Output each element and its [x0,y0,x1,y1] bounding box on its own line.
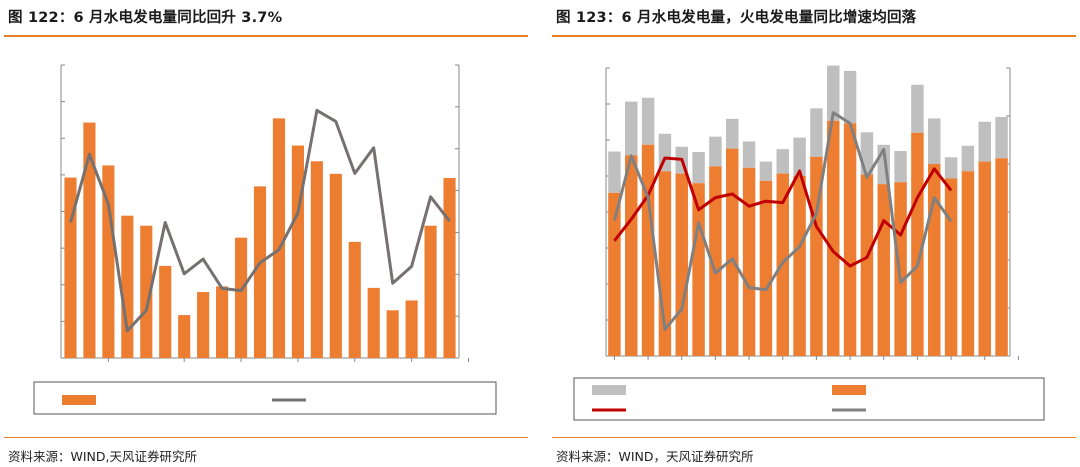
legend-swatch [62,395,96,405]
bar-hydropower [253,186,267,358]
bar-hydropower [928,118,941,164]
bar-thermal [995,158,1008,356]
bar-hydropower [911,84,924,133]
title-rule [552,35,1076,37]
chart-panel-hydropower: 图 122：6 月水电发电量同比回升 3.7% 资料来源：WIND,天风证券研究… [0,0,532,467]
legend-swatch [832,385,866,395]
bar-hydropower [692,152,705,184]
bar-hydropower [178,315,191,358]
bar-hydropower [197,292,210,358]
bar-hydropower [843,70,857,124]
bar-hydropower [83,122,96,358]
bar-hydropower [424,225,437,358]
bar-hydropower [709,136,722,167]
bar-hydropower [367,287,380,358]
legend-box [573,377,1045,421]
line-hydropower-yoy [69,108,451,333]
bar-hydropower [608,151,621,193]
footer-rule [4,437,528,438]
bar-hydropower [793,137,806,176]
hydro-thermal-chart [573,65,1045,421]
legend-swatch [592,385,626,395]
title-rule [4,35,528,37]
bar-hydropower [121,215,134,358]
bar-hydropower [348,241,361,358]
bar-thermal [944,178,958,356]
bar-hydropower [759,161,773,181]
source-note: 资料来源：WIND,天风证券研究所 [8,449,197,464]
bar-hydropower [329,173,342,358]
bar-thermal [709,166,722,356]
bar-hydropower [291,145,304,358]
bar-thermal [810,156,823,356]
bar-hydropower [995,116,1008,159]
bar-hydropower [641,97,655,145]
bar-hydropower [386,310,399,358]
bar-hydropower [234,237,248,358]
hydropower-chart [33,64,497,415]
figure-title: 图 122：6 月水电发电量同比回升 3.7% [8,10,283,26]
bar-thermal [978,161,991,356]
bar-thermal [608,192,621,356]
bar-hydropower [405,300,418,358]
bar-hydropower [159,265,172,358]
bar-hydropower [827,65,840,121]
bar-thermal [726,148,739,356]
bar-thermal [793,176,806,356]
bar-thermal [843,123,857,356]
line-hydropower-yoy [612,111,953,331]
bar-hydropower [102,165,115,358]
figure-title: 图 123：6 月水电发电量，火电发电量同比增速均回落 [556,10,917,26]
bar-thermal [928,164,941,356]
bar-hydropower [894,151,907,183]
footer-rule [552,437,1076,438]
bar-hydropower [726,118,739,149]
bar-hydropower [978,121,991,162]
bar-thermal [641,144,655,356]
bar-hydropower [64,177,77,358]
bar-thermal [625,155,638,356]
chart-panel-hydro-thermal: 图 123：6 月水电发电量，火电发电量同比增速均回落 资料来源：WIND，天风… [548,0,1080,467]
bar-hydropower [810,108,823,157]
legend-box [33,381,497,415]
bar-thermal [961,171,975,356]
bar-thermal [860,174,874,356]
bar-thermal [877,184,890,356]
bar-hydropower [443,178,456,358]
bar-hydropower [216,286,229,358]
bar-thermal [911,132,924,356]
bar-thermal [894,182,907,356]
bar-hydropower [272,118,286,358]
bar-thermal [692,183,705,356]
bar-hydropower [310,161,323,358]
bar-hydropower [625,101,638,156]
source-note: 资料来源：WIND，天风证券研究所 [556,449,754,464]
bar-thermal [827,120,840,356]
bar-thermal [742,167,756,356]
bar-hydropower [140,225,153,358]
bar-thermal [675,173,688,356]
bar-thermal [759,180,773,356]
bar-hydropower [742,141,756,168]
bar-hydropower [961,145,975,172]
bar-hydropower [944,157,958,179]
bar-hydropower [776,149,789,174]
